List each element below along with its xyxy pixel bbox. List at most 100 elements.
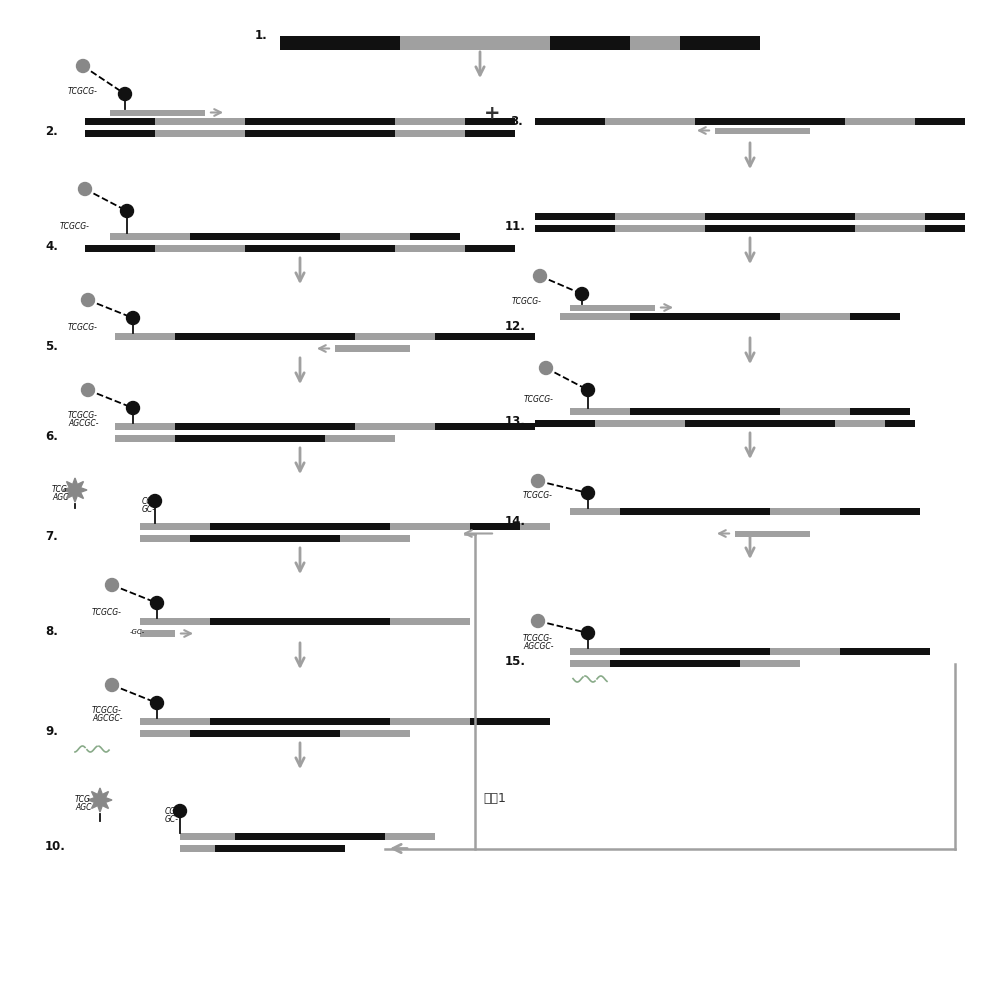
Bar bbox=[190, 233, 340, 240]
Circle shape bbox=[540, 361, 552, 374]
Polygon shape bbox=[88, 788, 112, 812]
Bar bbox=[550, 36, 630, 43]
Bar bbox=[390, 618, 470, 625]
Text: TCGCG-: TCGCG- bbox=[512, 297, 542, 306]
Bar bbox=[465, 245, 515, 252]
Bar bbox=[110, 110, 205, 116]
Bar bbox=[845, 118, 915, 125]
Circle shape bbox=[119, 87, 132, 100]
Circle shape bbox=[82, 294, 95, 306]
Bar bbox=[465, 130, 515, 137]
Text: 6.: 6. bbox=[45, 430, 58, 443]
Bar bbox=[915, 118, 965, 125]
Bar bbox=[85, 118, 155, 125]
Bar bbox=[705, 213, 855, 220]
Bar bbox=[115, 435, 175, 442]
Text: 循环1: 循环1 bbox=[484, 792, 506, 805]
Text: TCG: TCG bbox=[52, 485, 68, 494]
Text: TCGCG-: TCGCG- bbox=[524, 395, 554, 404]
Circle shape bbox=[174, 804, 186, 817]
Bar bbox=[400, 36, 550, 43]
Bar bbox=[840, 648, 930, 655]
Bar bbox=[390, 523, 470, 530]
Circle shape bbox=[76, 60, 90, 73]
Bar bbox=[155, 118, 245, 125]
Bar bbox=[570, 408, 630, 415]
Bar bbox=[850, 313, 900, 320]
Bar bbox=[570, 508, 620, 515]
Bar bbox=[465, 118, 515, 125]
Circle shape bbox=[79, 183, 92, 195]
Circle shape bbox=[150, 696, 163, 710]
Bar bbox=[340, 233, 410, 240]
Text: 1.: 1. bbox=[255, 29, 268, 42]
Bar bbox=[210, 618, 390, 625]
Bar bbox=[620, 508, 770, 515]
Text: TCGCG-: TCGCG- bbox=[68, 87, 98, 96]
Bar bbox=[630, 408, 780, 415]
Bar bbox=[885, 420, 915, 427]
Bar bbox=[570, 648, 620, 655]
Bar bbox=[190, 730, 340, 737]
Bar bbox=[85, 130, 155, 137]
Bar bbox=[395, 118, 465, 125]
Text: 15.: 15. bbox=[505, 655, 526, 668]
Bar bbox=[620, 648, 770, 655]
Text: +: + bbox=[484, 104, 500, 123]
Circle shape bbox=[534, 269, 546, 283]
Circle shape bbox=[105, 679, 119, 691]
Bar bbox=[470, 523, 520, 530]
Bar bbox=[85, 245, 155, 252]
Bar bbox=[410, 233, 460, 240]
Bar bbox=[400, 43, 550, 50]
Bar bbox=[735, 531, 810, 537]
Bar bbox=[925, 213, 965, 220]
Bar bbox=[115, 423, 175, 430]
Bar bbox=[115, 333, 175, 340]
Bar bbox=[180, 833, 235, 840]
Text: AGCGC-: AGCGC- bbox=[523, 642, 554, 651]
Bar bbox=[535, 118, 605, 125]
Bar bbox=[395, 245, 465, 252]
Text: TCGCG-: TCGCG- bbox=[68, 323, 98, 332]
Bar bbox=[925, 225, 965, 232]
Circle shape bbox=[532, 615, 544, 627]
Bar bbox=[770, 648, 840, 655]
Bar bbox=[535, 213, 615, 220]
Bar bbox=[175, 423, 355, 430]
Bar bbox=[835, 420, 885, 427]
Circle shape bbox=[148, 495, 162, 508]
Circle shape bbox=[575, 288, 588, 300]
Circle shape bbox=[126, 402, 140, 414]
Text: GC-: GC- bbox=[165, 815, 179, 824]
Bar bbox=[560, 313, 630, 320]
Bar bbox=[140, 718, 210, 725]
Text: 13.: 13. bbox=[505, 415, 526, 428]
Circle shape bbox=[582, 384, 594, 397]
Circle shape bbox=[82, 384, 95, 397]
Bar bbox=[840, 508, 920, 515]
Bar bbox=[850, 408, 910, 415]
Circle shape bbox=[120, 204, 134, 217]
Circle shape bbox=[582, 486, 594, 500]
Bar bbox=[140, 730, 190, 737]
Bar bbox=[520, 523, 550, 530]
Bar bbox=[155, 245, 245, 252]
Circle shape bbox=[105, 578, 119, 591]
Text: CG-: CG- bbox=[165, 807, 179, 816]
Bar bbox=[180, 845, 215, 852]
Circle shape bbox=[126, 311, 140, 324]
Bar bbox=[140, 630, 175, 637]
Text: 10.: 10. bbox=[45, 840, 66, 853]
Bar bbox=[615, 213, 705, 220]
Bar bbox=[435, 423, 535, 430]
Bar bbox=[535, 420, 595, 427]
Bar bbox=[340, 535, 410, 542]
Text: TCGCG-: TCGCG- bbox=[523, 634, 553, 643]
Circle shape bbox=[150, 596, 163, 610]
Text: TCG: TCG bbox=[75, 795, 91, 804]
Text: 11.: 11. bbox=[505, 220, 526, 233]
Bar bbox=[855, 225, 925, 232]
Bar bbox=[595, 420, 685, 427]
Bar bbox=[235, 833, 385, 840]
